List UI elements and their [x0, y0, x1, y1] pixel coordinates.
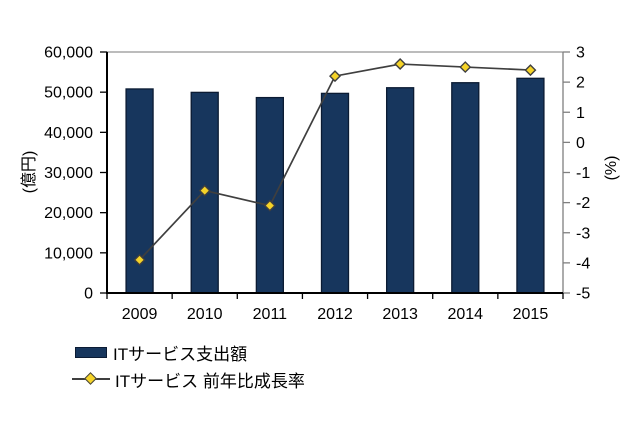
x-axis-year-label: 2015 [513, 306, 549, 323]
right-axis-tick-label: -5 [576, 286, 590, 303]
right-axis-tick-label: -4 [576, 255, 590, 272]
x-axis-year-label: 2013 [382, 306, 418, 323]
left-axis-tick-label: 60,000 [44, 45, 93, 62]
bar-2013 [385, 87, 415, 294]
x-axis-year-label: 2009 [122, 306, 158, 323]
growth-marker-2015 [524, 64, 537, 77]
left-axis-tick-label: 10,000 [44, 245, 93, 262]
legend-item-spending: ITサービス支出額 [72, 340, 305, 364]
left-axis-tick-label: 40,000 [44, 125, 93, 142]
growth-marker-2011 [263, 199, 276, 212]
bar-series-swatch [75, 346, 107, 358]
right-axis-title: (%) [603, 155, 620, 181]
legend-label-growth: ITサービス 前年比成長率 [115, 371, 305, 391]
right-axis-tick-label: -2 [576, 195, 590, 212]
right-axis-tick-label: 0 [576, 135, 585, 152]
right-axis-tick-label: 3 [576, 45, 585, 62]
x-axis-year-label: 2014 [447, 306, 483, 323]
growth-marker-2010 [198, 184, 211, 197]
right-axis-tick-label: 2 [576, 75, 585, 92]
x-axis-year-label: 2011 [253, 306, 288, 323]
growth-marker-2012 [329, 70, 341, 83]
right-axis-tick-label: -3 [576, 225, 590, 242]
line-series-swatch [72, 371, 110, 387]
legend: ITサービス支出額 ITサービス 前年比成長率 [72, 340, 305, 394]
left-axis-tick-label: 0 [84, 286, 93, 303]
left-axis-title: (億円) [21, 150, 38, 194]
bar-2014 [451, 82, 480, 294]
bar-2012 [320, 92, 350, 294]
bar-2015 [516, 77, 545, 294]
legend-item-growth: ITサービス 前年比成長率 [72, 367, 305, 391]
growth-marker-2014 [459, 61, 472, 74]
legend-label-spending: ITサービス支出額 [113, 344, 248, 364]
right-axis-tick-label: 1 [576, 105, 585, 122]
diamond-marker-icon [84, 372, 97, 385]
bar-2011 [255, 96, 285, 294]
growth-marker-2009 [133, 253, 146, 266]
left-axis-tick-label: 20,000 [44, 205, 93, 222]
growth-marker-2013 [394, 58, 407, 71]
right-axis-tick-label: -1 [576, 165, 590, 182]
left-axis-tick-label: 30,000 [44, 165, 93, 182]
x-axis-year-label: 2010 [187, 306, 223, 323]
x-axis-year-label: 2012 [317, 306, 353, 323]
left-axis-tick-label: 50,000 [44, 85, 93, 102]
